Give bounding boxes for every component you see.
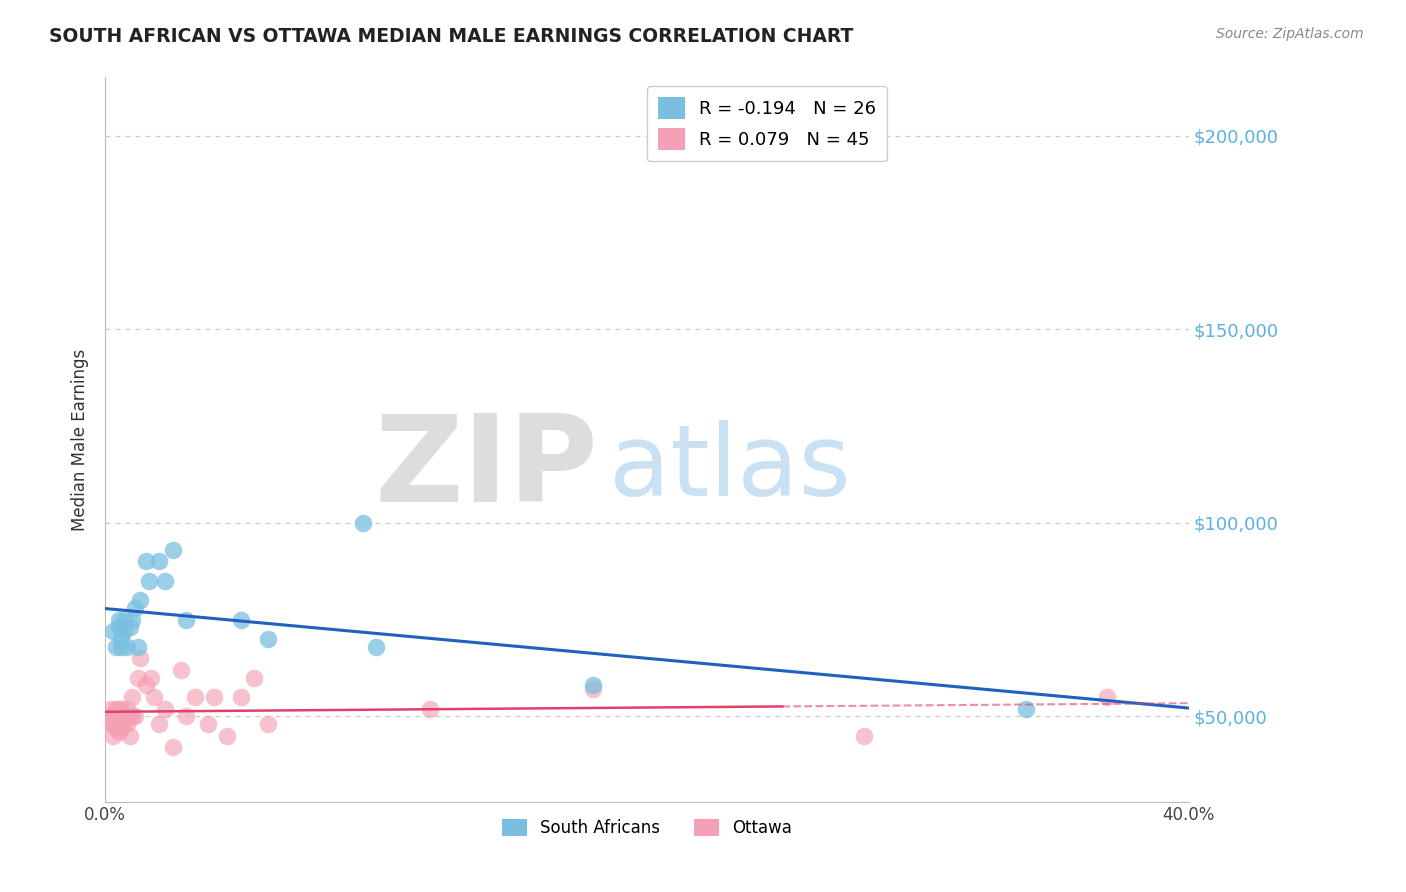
Point xyxy=(115,717,138,731)
Point xyxy=(115,640,138,654)
Point xyxy=(127,640,149,654)
Text: ZIP: ZIP xyxy=(374,410,598,527)
Point xyxy=(107,709,129,723)
Point xyxy=(118,709,141,723)
Point xyxy=(105,701,128,715)
Text: atlas: atlas xyxy=(609,420,851,517)
Point xyxy=(256,632,278,646)
Point xyxy=(143,690,166,704)
Point xyxy=(582,682,605,697)
Point xyxy=(105,640,128,654)
Point xyxy=(110,709,132,723)
Point xyxy=(364,640,387,654)
Legend: South Africans, Ottawa: South Africans, Ottawa xyxy=(495,813,799,844)
Point xyxy=(582,678,605,692)
Point xyxy=(112,709,135,723)
Point xyxy=(129,651,152,665)
Point xyxy=(100,717,122,731)
Point xyxy=(243,671,266,685)
Point xyxy=(112,624,135,639)
Point xyxy=(352,516,374,530)
Point xyxy=(103,729,125,743)
Point xyxy=(162,740,184,755)
Point xyxy=(176,613,198,627)
Point xyxy=(107,613,129,627)
Point xyxy=(107,717,129,731)
Point xyxy=(107,620,129,634)
Point xyxy=(138,574,160,588)
Point xyxy=(1015,701,1038,715)
Point xyxy=(153,574,176,588)
Point xyxy=(852,729,875,743)
Point xyxy=(153,701,176,715)
Point xyxy=(107,724,129,739)
Point xyxy=(110,632,132,646)
Point xyxy=(148,717,170,731)
Text: Source: ZipAtlas.com: Source: ZipAtlas.com xyxy=(1216,27,1364,41)
Text: SOUTH AFRICAN VS OTTAWA MEDIAN MALE EARNINGS CORRELATION CHART: SOUTH AFRICAN VS OTTAWA MEDIAN MALE EARN… xyxy=(49,27,853,45)
Point xyxy=(183,690,205,704)
Point xyxy=(118,729,141,743)
Point xyxy=(110,721,132,735)
Point xyxy=(229,613,252,627)
Point xyxy=(162,542,184,557)
Point xyxy=(100,701,122,715)
Point xyxy=(107,701,129,715)
Point xyxy=(103,717,125,731)
Point xyxy=(121,709,143,723)
Point xyxy=(229,690,252,704)
Point xyxy=(170,663,193,677)
Point xyxy=(256,717,278,731)
Point xyxy=(121,690,143,704)
Point xyxy=(197,717,219,731)
Point xyxy=(217,729,239,743)
Point xyxy=(141,671,163,685)
Point xyxy=(135,554,157,568)
Point xyxy=(121,613,143,627)
Point xyxy=(112,717,135,731)
Point xyxy=(110,640,132,654)
Point xyxy=(103,709,125,723)
Point xyxy=(118,620,141,634)
Point xyxy=(97,709,120,723)
Point xyxy=(105,721,128,735)
Point xyxy=(124,709,146,723)
Point xyxy=(202,690,225,704)
Point xyxy=(124,601,146,615)
Point xyxy=(110,701,132,715)
Point xyxy=(129,593,152,607)
Point xyxy=(127,671,149,685)
Point xyxy=(419,701,441,715)
Point xyxy=(112,613,135,627)
Point xyxy=(103,624,125,639)
Point xyxy=(115,701,138,715)
Point xyxy=(135,678,157,692)
Point xyxy=(1097,690,1119,704)
Y-axis label: Median Male Earnings: Median Male Earnings xyxy=(72,349,89,531)
Point xyxy=(176,709,198,723)
Point xyxy=(148,554,170,568)
